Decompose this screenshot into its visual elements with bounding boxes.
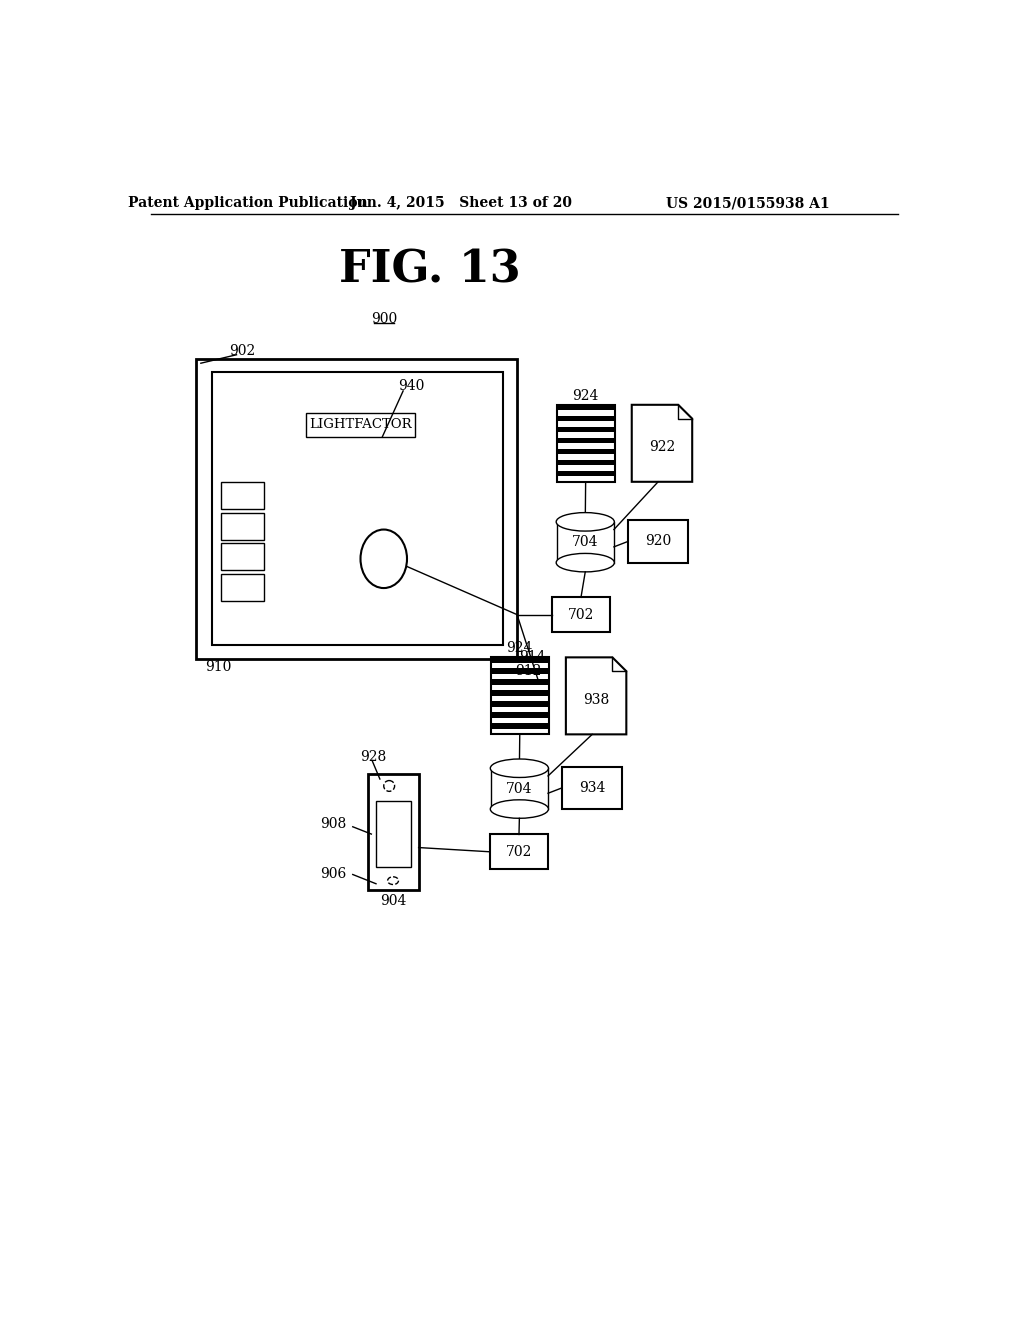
Text: US 2015/0155938 A1: US 2015/0155938 A1 <box>667 197 829 210</box>
Bar <box>557 459 614 466</box>
Bar <box>490 673 549 680</box>
Ellipse shape <box>388 876 398 884</box>
Bar <box>557 405 614 411</box>
Bar <box>557 421 614 426</box>
Bar <box>557 426 614 433</box>
Bar <box>490 680 549 685</box>
Bar <box>557 466 614 471</box>
Bar <box>628 520 688 562</box>
Text: 922: 922 <box>649 440 675 454</box>
Bar <box>221 512 263 540</box>
Text: 924: 924 <box>572 388 599 403</box>
Bar <box>552 597 610 632</box>
Ellipse shape <box>384 780 394 792</box>
Text: 906: 906 <box>321 867 346 882</box>
Ellipse shape <box>360 529 407 589</box>
Ellipse shape <box>490 759 549 777</box>
Bar <box>490 668 549 675</box>
Text: Jun. 4, 2015   Sheet 13 of 20: Jun. 4, 2015 Sheet 13 of 20 <box>350 197 572 210</box>
Text: 914: 914 <box>519 651 546 664</box>
Bar <box>490 663 549 668</box>
Bar <box>490 685 549 690</box>
Text: 900: 900 <box>371 312 397 326</box>
Text: 924: 924 <box>507 642 532 655</box>
Bar <box>557 444 614 449</box>
Text: 902: 902 <box>228 345 255 358</box>
Bar <box>490 708 549 713</box>
Ellipse shape <box>490 800 549 818</box>
Bar <box>490 729 549 734</box>
Bar <box>557 416 614 421</box>
Bar <box>557 521 614 562</box>
Text: LIGHTFACTOR: LIGHTFACTOR <box>309 418 412 432</box>
Bar <box>489 834 548 869</box>
Bar <box>376 801 411 867</box>
Text: 704: 704 <box>572 535 598 549</box>
Bar <box>490 696 549 701</box>
Bar <box>306 412 415 437</box>
Bar <box>557 411 614 416</box>
Text: 702: 702 <box>506 845 532 859</box>
Bar <box>490 701 549 708</box>
Bar <box>490 768 549 809</box>
Text: 940: 940 <box>397 379 424 392</box>
Bar <box>197 359 517 659</box>
Bar <box>557 405 614 482</box>
Polygon shape <box>632 405 692 482</box>
Text: FIG. 13: FIG. 13 <box>339 248 521 292</box>
Text: 910: 910 <box>206 660 231 673</box>
Bar <box>212 372 503 645</box>
Bar <box>221 574 263 601</box>
Text: Patent Application Publication: Patent Application Publication <box>128 197 368 210</box>
Bar <box>369 775 419 890</box>
Bar <box>562 767 623 809</box>
Bar <box>557 433 614 438</box>
Ellipse shape <box>556 512 614 531</box>
Bar <box>221 482 263 508</box>
Bar <box>490 723 549 729</box>
Bar <box>557 449 614 454</box>
Bar <box>557 471 614 477</box>
Polygon shape <box>566 657 627 734</box>
Text: 934: 934 <box>579 781 605 795</box>
Bar <box>490 657 549 734</box>
Text: 920: 920 <box>645 535 671 549</box>
Text: 908: 908 <box>321 817 346 832</box>
Text: 702: 702 <box>567 607 594 622</box>
Ellipse shape <box>556 553 614 572</box>
Bar <box>221 544 263 570</box>
Bar <box>490 657 549 663</box>
Bar <box>490 690 549 696</box>
Text: 704: 704 <box>506 781 532 796</box>
Bar <box>490 718 549 723</box>
Bar <box>557 477 614 482</box>
Bar <box>557 454 614 459</box>
Text: 912: 912 <box>515 664 542 678</box>
Bar <box>490 713 549 718</box>
Text: 938: 938 <box>583 693 609 706</box>
Text: 904: 904 <box>380 894 407 908</box>
Text: 928: 928 <box>360 751 387 764</box>
Bar <box>557 438 614 444</box>
